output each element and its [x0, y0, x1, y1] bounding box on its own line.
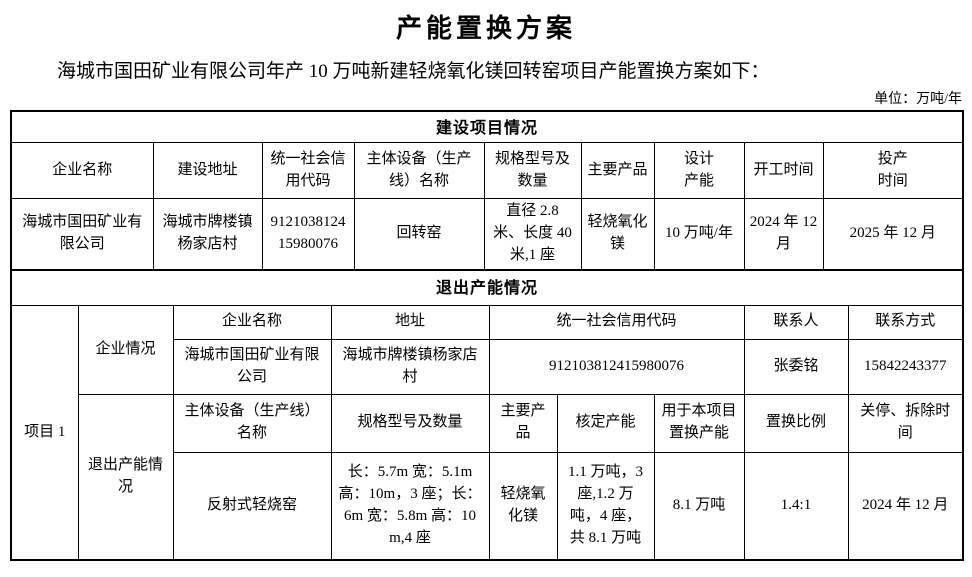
- unit-note: 单位：万吨/年: [874, 91, 962, 107]
- header-enterprise-name: 企业名称: [10, 142, 154, 200]
- header-credit-code: 统一社会信用代码: [261, 142, 355, 200]
- header-construction-address: 建设地址: [152, 142, 263, 200]
- page-title: 产能置换方案: [395, 14, 576, 44]
- cell-exit-spec-model-qty: 长：5.7m 宽：5.1m 高：10m，3 座；长：6m 宽：5.8m 高：10…: [330, 451, 490, 561]
- intro-paragraph: 海城市国田矿业有限公司年产 10 万吨新建轻烧氧化镁回转窑项目产能置换方案如下：: [57, 61, 770, 82]
- header-replacement-capacity: 用于本项目置换产能: [653, 393, 745, 453]
- company-block-label: 企业情况: [77, 304, 174, 395]
- cell-exit-address: 海城市牌楼镇杨家店村: [330, 338, 490, 395]
- header-contact-phone: 联系方式: [847, 304, 964, 340]
- cell-replacement-ratio: 1.4:1: [743, 451, 849, 561]
- header-exit-spec-model-qty: 规格型号及数量: [330, 393, 490, 453]
- header-approved-capacity: 核定产能: [556, 393, 655, 453]
- header-spec-model-qty: 规格型号及数量: [483, 142, 582, 200]
- project-label: 项目 1: [10, 304, 79, 561]
- header-shutdown-time: 关停、拆除时间: [847, 393, 964, 453]
- cell-exit-main-product: 轻烧氧化镁: [488, 451, 558, 561]
- header-replacement-ratio: 置换比例: [743, 393, 849, 453]
- header-contact-person: 联系人: [743, 304, 849, 340]
- header-exit-main-product: 主要产品: [488, 393, 558, 453]
- section-header-construction: 建设项目情况: [10, 110, 964, 144]
- header-exit-address: 地址: [330, 304, 490, 340]
- header-production-date: 投产 时间: [822, 142, 964, 200]
- cell-exit-enterprise-name: 海城市国田矿业有限公司: [172, 338, 332, 395]
- cell-main-product: 轻烧氧化镁: [580, 198, 655, 270]
- header-design-capacity: 设计 产能: [653, 142, 745, 200]
- cell-design-capacity: 10 万吨/年: [653, 198, 745, 270]
- cell-main-equipment: 回转窑: [353, 198, 485, 270]
- exit-capacity-table: 退出产能情况 项目 1 企业情况 企业名称 地址 统一社会信用代码 联系人 联系…: [10, 269, 965, 562]
- capacity-block-label: 退出产能情况: [77, 393, 174, 561]
- cell-exit-credit-code: 912103812415980076: [488, 338, 745, 395]
- header-start-date: 开工时间: [743, 142, 824, 200]
- cell-approved-capacity: 1.1 万吨，3 座,1.2 万吨，4 座，共 8.1 万吨: [556, 451, 655, 561]
- cell-replacement-capacity: 8.1 万吨: [653, 451, 745, 561]
- cell-exit-main-equipment: 反射式轻烧窑: [172, 451, 332, 561]
- header-main-equipment: 主体设备（生产线）名称: [353, 142, 485, 200]
- header-exit-main-equipment: 主体设备（生产线）名称: [172, 393, 332, 453]
- cell-construction-address: 海城市牌楼镇杨家店村: [152, 198, 263, 270]
- header-exit-credit-code: 统一社会信用代码: [488, 304, 745, 340]
- cell-shutdown-time: 2024 年 12 月: [847, 451, 964, 561]
- cell-contact-phone: 15842243377: [847, 338, 964, 395]
- construction-project-table: 建设项目情况 企业名称 建设地址 统一社会信用代码 主体设备（生产线）名称 规格…: [10, 109, 965, 270]
- cell-contact-person: 张委铭: [743, 338, 849, 395]
- header-exit-enterprise-name: 企业名称: [172, 304, 332, 340]
- cell-credit-code: 912103812415980076: [261, 198, 355, 270]
- cell-enterprise-name: 海城市国田矿业有限公司: [10, 198, 154, 270]
- cell-spec-model-qty: 直径 2.8 米、长度 40 米,1 座: [483, 198, 582, 270]
- cell-production-date: 2025 年 12 月: [822, 198, 964, 270]
- header-main-product: 主要产品: [580, 142, 655, 200]
- section-header-exit: 退出产能情况: [10, 269, 964, 306]
- cell-start-date: 2024 年 12 月: [743, 198, 824, 270]
